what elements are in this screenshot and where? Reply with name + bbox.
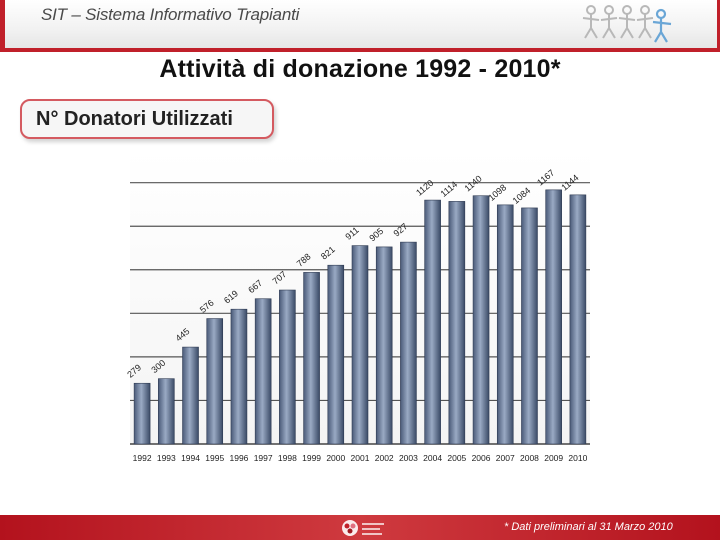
network-logo-icon — [342, 520, 384, 536]
people-chain-logo-icon — [582, 5, 672, 43]
bar-1999 — [303, 272, 320, 445]
x-tick-2003: 2003 — [399, 453, 418, 463]
x-tick-2000: 2000 — [326, 453, 345, 463]
x-tick-2010: 2010 — [568, 453, 587, 463]
x-tick-1993: 1993 — [157, 453, 176, 463]
x-tick-1997: 1997 — [254, 453, 273, 463]
x-tick-2001: 2001 — [351, 453, 370, 463]
x-tick-2002: 2002 — [375, 453, 394, 463]
chart-x-ticks: 1992 1993 1994 1995 1996 1997 1998 1999 2000 2001… — [133, 453, 588, 463]
header-panel: SIT – Sistema Informativo Trapianti — [5, 0, 717, 48]
x-tick-1995: 1995 — [205, 453, 224, 463]
x-tick-1998: 1998 — [278, 453, 297, 463]
x-tick-2007: 2007 — [496, 453, 515, 463]
bar-2008 — [521, 207, 538, 445]
header-bar: SIT – Sistema Informativo Trapianti — [0, 0, 720, 52]
bar-1996 — [230, 308, 248, 445]
subtitle-box: N° Donatori Utilizzati — [20, 99, 274, 139]
x-tick-2008: 2008 — [520, 453, 539, 463]
x-tick-2005: 2005 — [447, 453, 466, 463]
bar-2010 — [569, 194, 587, 445]
x-tick-1996: 1996 — [229, 453, 248, 463]
x-tick-1994: 1994 — [181, 453, 200, 463]
bar-1994 — [182, 346, 199, 445]
bar-2004 — [424, 199, 441, 445]
bar-2007 — [496, 204, 514, 445]
bar-2002 — [375, 246, 393, 445]
bar-2009 — [545, 189, 562, 445]
bar-2005 — [448, 201, 466, 445]
chart-bars — [133, 189, 587, 445]
bar-1997 — [254, 298, 272, 445]
bar-1995 — [206, 318, 224, 445]
x-tick-2004: 2004 — [423, 453, 442, 463]
bar-2003 — [400, 241, 417, 445]
chart-subtitle: N° Donatori Utilizzati — [36, 108, 233, 130]
bar-1992 — [133, 382, 151, 445]
x-tick-2006: 2006 — [472, 453, 491, 463]
x-tick-1992: 1992 — [133, 453, 152, 463]
bar-1993 — [158, 378, 175, 445]
footer-note: * Dati preliminari al 31 Marzo 2010 — [504, 521, 673, 533]
x-tick-1999: 1999 — [302, 453, 321, 463]
bar-2001 — [351, 245, 369, 445]
footer-bar — [0, 515, 720, 540]
x-tick-2009: 2009 — [544, 453, 563, 463]
bar-2006 — [472, 195, 490, 445]
bar-2000 — [327, 264, 345, 445]
header-title: SIT – Sistema Informativo Trapianti — [41, 5, 300, 24]
bar-1998 — [279, 289, 296, 445]
page-title: Attività di donazione 1992 - 2010* — [159, 55, 561, 83]
